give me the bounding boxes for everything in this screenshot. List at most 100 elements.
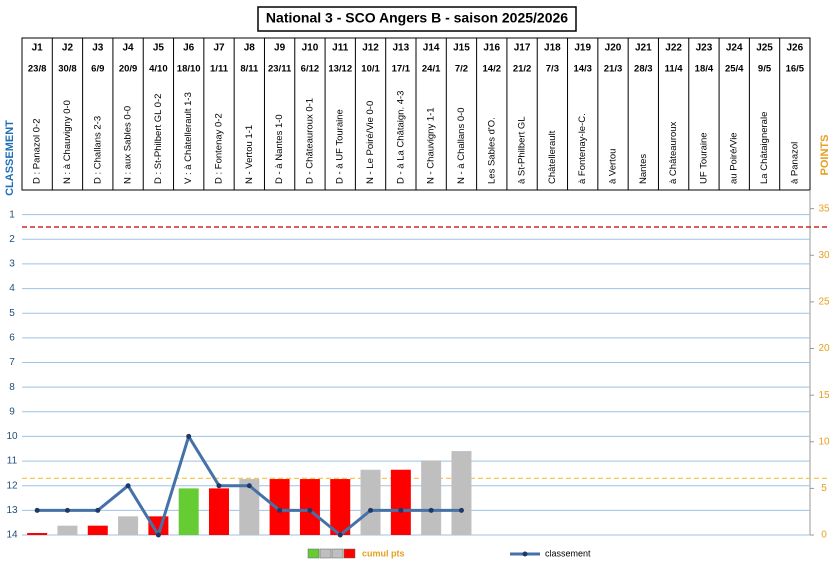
round-label: J17: [514, 43, 531, 54]
y2-tick-label: 35: [818, 203, 830, 214]
line-marker: [95, 507, 101, 513]
round-label: J3: [92, 43, 104, 54]
y-tick-label: 3: [9, 259, 15, 270]
round-label: J23: [696, 43, 713, 54]
title-box: [257, 6, 577, 32]
line-marker: [64, 507, 70, 513]
y-axis-title: CLASSEMENT: [4, 120, 16, 196]
y-tick-label: 5: [9, 308, 15, 319]
match-date: 20/9: [119, 64, 138, 75]
match-label: N - Vertou 1-1: [244, 125, 255, 184]
match-date: 8/11: [240, 64, 259, 75]
y-tick-label: 9: [9, 406, 15, 417]
line-marker: [186, 433, 192, 439]
line-marker: [368, 507, 374, 513]
line-marker: [458, 507, 464, 513]
line-marker: [428, 507, 434, 513]
legend-label: cumul pts: [362, 548, 405, 558]
match-date: 17/1: [392, 64, 411, 75]
bar: [390, 469, 411, 535]
line-marker: [155, 532, 161, 538]
match-label: à Fontenay-le-C.: [577, 113, 588, 184]
match-label: Les Sables d'O.: [486, 117, 497, 184]
match-label: à St-Philbert GL: [517, 116, 528, 184]
bar: [299, 479, 320, 535]
line-marker: [34, 507, 40, 513]
match-date: 18/4: [695, 64, 714, 75]
bar: [360, 469, 381, 535]
line-marker: [246, 483, 252, 489]
match-label: N : aux Sables 0-0: [123, 106, 134, 184]
match-label: D - à La Châtaign. 4-3: [395, 91, 406, 184]
bar: [178, 488, 199, 535]
match-date: 16/5: [786, 64, 805, 75]
y2-tick-label: 15: [818, 390, 830, 401]
legend-swatch: [343, 548, 356, 559]
match-date: 6/9: [91, 64, 104, 75]
round-label: J9: [274, 43, 286, 54]
match-label: UF Touraine: [698, 132, 709, 184]
y-tick-label: 7: [9, 357, 15, 368]
round-label: J7: [213, 43, 225, 54]
match-label: D : St-Philbert GL 0-2: [153, 94, 164, 184]
match-date: 7/3: [546, 64, 559, 75]
match-label: à Vertou: [608, 149, 619, 184]
y-tick-label: 1: [9, 209, 15, 220]
y-tick-label: 13: [6, 505, 18, 516]
legend-swatch: [319, 548, 332, 559]
bar: [421, 460, 442, 535]
match-date: 23/8: [28, 64, 47, 75]
y2-tick-label: 0: [821, 530, 827, 541]
y2-tick-label: 25: [818, 297, 830, 308]
match-label: Nantes: [638, 154, 649, 184]
match-date: 21/3: [604, 64, 623, 75]
match-date: 14/3: [573, 64, 592, 75]
round-label: J10: [302, 43, 319, 54]
match-label: D : Panazol 0-2: [32, 119, 43, 184]
round-label: J21: [635, 43, 652, 54]
match-label: à Châteauroux: [668, 121, 679, 184]
round-label: J24: [726, 43, 743, 54]
match-date: 18/10: [177, 64, 201, 75]
match-label: à Panazol: [789, 142, 800, 184]
y-tick-label: 14: [6, 530, 18, 541]
y-tick-label: 4: [9, 283, 15, 294]
round-label: J15: [453, 43, 470, 54]
legend-label: classement: [545, 548, 591, 558]
bar: [451, 451, 472, 535]
match-date: 11/4: [665, 64, 684, 75]
match-label: D - à UF Touraine: [335, 109, 346, 184]
match-date: 13/12: [328, 64, 352, 75]
bar: [239, 479, 260, 535]
legend-marker: [522, 551, 528, 557]
y2-axis-title: POINTS: [819, 135, 831, 176]
y-tick-label: 12: [6, 480, 18, 491]
match-label: N - Le Poiré/Vie 0-0: [365, 101, 376, 184]
round-label: J20: [605, 43, 622, 54]
match-label: V : à Châtellerault 1-3: [183, 92, 194, 184]
match-date: 7/2: [455, 64, 468, 75]
line-marker: [398, 507, 404, 513]
match-date: 9/5: [758, 64, 772, 75]
round-label: J18: [544, 43, 561, 54]
line-marker: [337, 532, 343, 538]
round-label: J12: [362, 43, 379, 54]
match-date: 30/8: [58, 64, 77, 75]
y2-tick-label: 10: [818, 436, 830, 447]
round-label: J16: [483, 43, 500, 54]
round-label: J22: [665, 43, 682, 54]
legend-swatch: [331, 548, 344, 559]
match-label: au Poiré/Vie: [729, 132, 740, 184]
line-marker: [125, 483, 131, 489]
round-label: J1: [32, 43, 44, 54]
y-tick-label: 11: [7, 456, 18, 467]
y2-tick-label: 20: [818, 343, 830, 354]
bar: [118, 516, 139, 535]
match-label: N - Chauvigny 1-1: [426, 107, 437, 184]
y-tick-label: 8: [9, 382, 15, 393]
match-date: 1/11: [210, 64, 229, 75]
y-tick-label: 10: [6, 431, 18, 442]
round-label: J5: [153, 43, 165, 54]
match-date: 10/1: [361, 64, 380, 75]
line-marker: [307, 507, 313, 513]
